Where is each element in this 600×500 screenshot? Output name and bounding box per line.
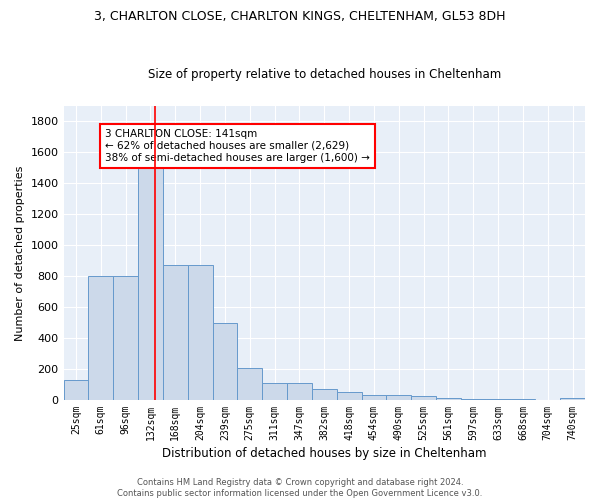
Bar xyxy=(337,392,362,400)
Bar xyxy=(560,398,585,400)
Bar xyxy=(436,398,461,400)
Bar xyxy=(386,396,411,400)
Bar xyxy=(138,168,163,400)
Text: 3 CHARLTON CLOSE: 141sqm
← 62% of detached houses are smaller (2,629)
38% of sem: 3 CHARLTON CLOSE: 141sqm ← 62% of detach… xyxy=(105,130,370,162)
Bar xyxy=(113,276,138,400)
Bar xyxy=(485,399,511,400)
Bar xyxy=(163,265,188,400)
Bar xyxy=(461,398,485,400)
Bar xyxy=(312,389,337,400)
Text: 3, CHARLTON CLOSE, CHARLTON KINGS, CHELTENHAM, GL53 8DH: 3, CHARLTON CLOSE, CHARLTON KINGS, CHELT… xyxy=(94,10,506,23)
Bar xyxy=(362,394,386,400)
Bar xyxy=(88,276,113,400)
Bar xyxy=(287,383,312,400)
Bar xyxy=(212,322,238,400)
X-axis label: Distribution of detached houses by size in Cheltenham: Distribution of detached houses by size … xyxy=(162,447,487,460)
Bar xyxy=(64,380,88,400)
Bar xyxy=(411,396,436,400)
Bar xyxy=(262,383,287,400)
Text: Contains HM Land Registry data © Crown copyright and database right 2024.
Contai: Contains HM Land Registry data © Crown c… xyxy=(118,478,482,498)
Bar xyxy=(188,265,212,400)
Title: Size of property relative to detached houses in Cheltenham: Size of property relative to detached ho… xyxy=(148,68,501,81)
Y-axis label: Number of detached properties: Number of detached properties xyxy=(15,165,25,340)
Bar xyxy=(238,368,262,400)
